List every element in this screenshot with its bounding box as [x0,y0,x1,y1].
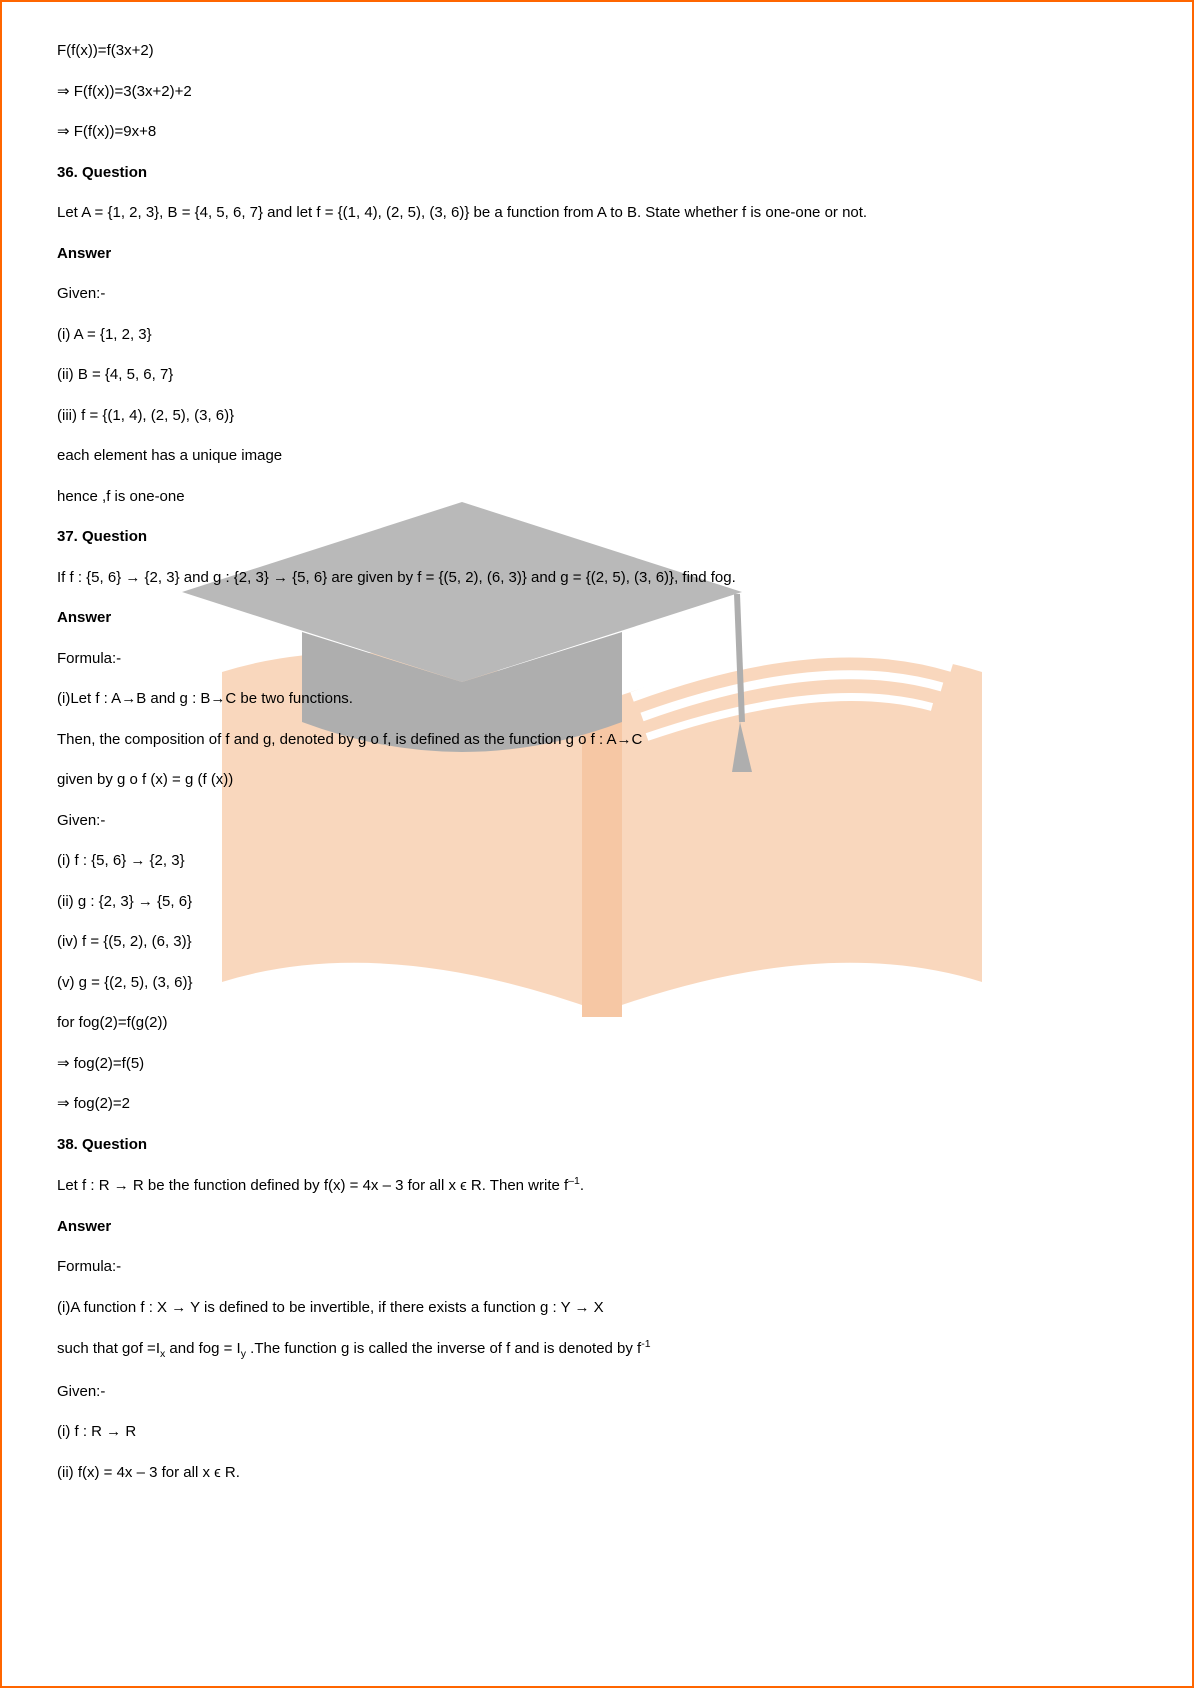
text-line: Then, the composition of f and g, denote… [57,729,1137,752]
text-line: Formula:- [57,1256,1137,1279]
text-line: (i) f : R → R [57,1421,1137,1444]
text-line: ⇒ F(f(x))=9x+8 [57,121,1137,144]
text-line: Given:- [57,1381,1137,1404]
document-content: F(f(x))=f(3x+2) ⇒ F(f(x))=3(3x+2)+2 ⇒ F(f(… [2,2,1192,1540]
text-line: (i) A = {1, 2, 3} [57,324,1137,347]
text-line: Let A = {1, 2, 3}, B = {4, 5, 6, 7} and … [57,202,1137,225]
heading-line: Answer [57,607,1137,630]
text-line: Formula:- [57,648,1137,671]
text-line: (ii) f(x) = 4x – 3 for all x ϵ R. [57,1462,1137,1485]
heading-line: Answer [57,243,1137,266]
heading-line: 38. Question [57,1134,1137,1157]
text-line: (ii) B = {4, 5, 6, 7} [57,364,1137,387]
text-line: (v) g = {(2, 5), (3, 6)} [57,972,1137,995]
text-line: given by g o f (x) = g (f (x)) [57,769,1137,792]
heading-line: Answer [57,1216,1137,1239]
text-line: Let f : R → R be the function defined by… [57,1174,1137,1198]
text-line: ⇒ F(f(x))=3(3x+2)+2 [57,81,1137,104]
text-line: hence ,f is one-one [57,486,1137,509]
heading-line: 36. Question [57,162,1137,185]
text-line: (i) f : {5, 6} → {2, 3} [57,850,1137,873]
text-line: each element has a unique image [57,445,1137,468]
heading-line: 37. Question [57,526,1137,549]
text-line: (i)Let f : A→B and g : B→C be two functi… [57,688,1137,711]
text-line: Given:- [57,283,1137,306]
page-border: F(f(x))=f(3x+2) ⇒ F(f(x))=3(3x+2)+2 ⇒ F(f(… [0,0,1194,1688]
text-line: Given:- [57,810,1137,833]
text-line: (iii) f = {(1, 4), (2, 5), (3, 6)} [57,405,1137,428]
text-line: for fog(2)=f(g(2)) [57,1012,1137,1035]
text-line: (i)A function f : X → Y is defined to be… [57,1297,1137,1320]
text-line: such that gof =Ix and fog = Iy .The func… [57,1337,1137,1363]
text-line: ⇒ fog(2)=2 [57,1093,1137,1116]
text-line: (ii) g : {2, 3} → {5, 6} [57,891,1137,914]
text-line: ⇒ fog(2)=f(5) [57,1053,1137,1076]
text-line: If f : {5, 6} → {2, 3} and g : {2, 3} → … [57,567,1137,590]
text-line: F(f(x))=f(3x+2) [57,40,1137,63]
text-line: (iv) f = {(5, 2), (6, 3)} [57,931,1137,954]
